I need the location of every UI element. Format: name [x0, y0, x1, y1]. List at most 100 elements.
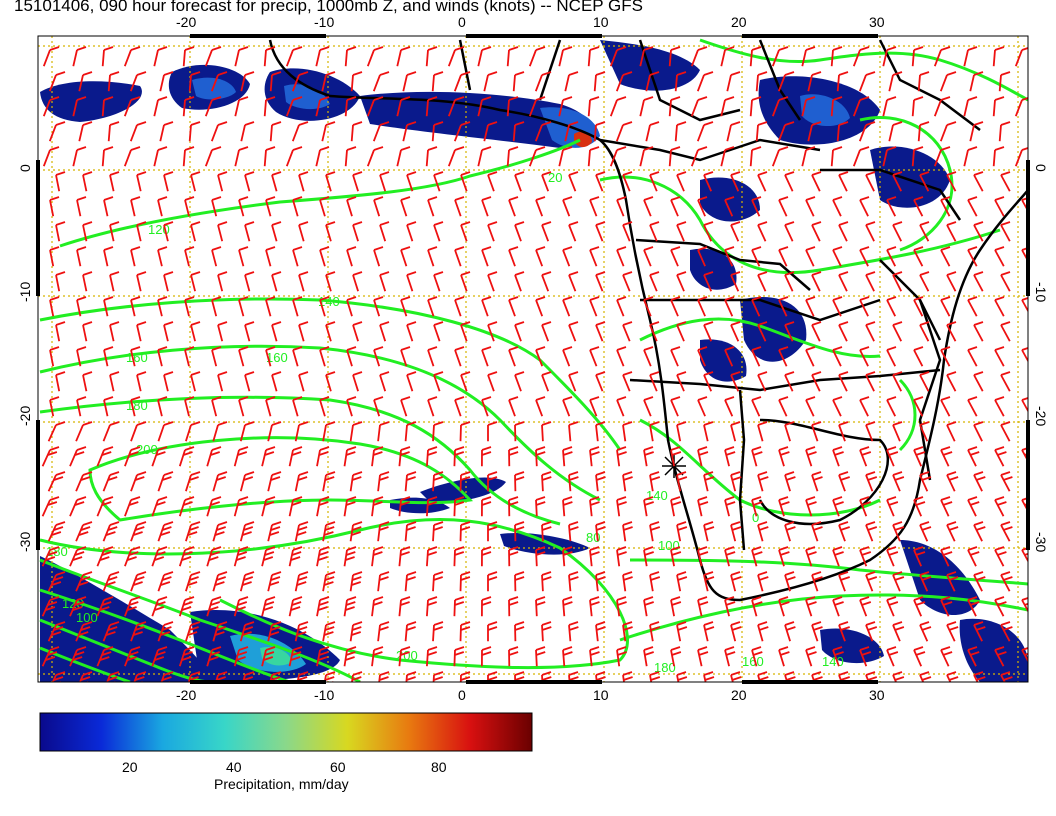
wind-barb: [261, 496, 276, 517]
wind-barb: [130, 346, 141, 367]
wind-barb: [481, 246, 492, 267]
wind-barb: [616, 496, 627, 517]
wind-barb: [973, 371, 984, 392]
wind-barb: [508, 446, 519, 467]
wind-barb: [811, 571, 823, 592]
wind-barb: [153, 46, 168, 67]
wind-barb: [865, 671, 878, 682]
wind-barb: [771, 146, 789, 167]
wind-barb: [184, 296, 195, 317]
wind-barb: [265, 396, 276, 417]
wind-barb: [427, 346, 438, 367]
wind-barb: [349, 521, 363, 542]
wind-barb: [321, 121, 336, 142]
wind-barb: [784, 171, 795, 192]
wind-barb: [994, 496, 1007, 517]
wind-barb: [136, 321, 147, 342]
wind-barb: [940, 196, 951, 217]
wind-barb: [778, 296, 789, 317]
wind-barb: [720, 46, 735, 67]
wind-barb: [886, 546, 899, 567]
wind-barb: [453, 546, 465, 567]
wind-barb: [643, 596, 654, 617]
wind-barb: [371, 646, 384, 667]
wind-barb: [512, 71, 525, 92]
wind-barb: [184, 346, 195, 367]
wind-barb: [859, 596, 872, 617]
wind-barb: [366, 96, 384, 117]
wind-barb: [1021, 647, 1028, 663]
contour-label: 200: [136, 442, 158, 457]
wind-barb: [96, 596, 114, 617]
wind-barb: [157, 196, 168, 217]
wind-barb: [1000, 321, 1011, 342]
wind-barb: [649, 621, 661, 642]
wind-barb: [265, 296, 276, 317]
wind-barb: [352, 371, 363, 392]
wind-barb: [730, 171, 741, 192]
wind-barb: [396, 146, 411, 167]
wind-barb: [349, 571, 363, 592]
wind-barb: [830, 46, 843, 67]
wind-barb: [425, 146, 438, 167]
wind-barb: [271, 321, 282, 342]
wind-barb: [190, 271, 201, 292]
wind-barb: [1000, 521, 1013, 542]
wind-barb: [124, 446, 141, 467]
wind-barb: [892, 271, 903, 292]
wind-barb: [377, 571, 390, 592]
wind-barb: [805, 246, 816, 267]
wind-barb: [919, 271, 930, 292]
wind-barb: [343, 596, 357, 617]
wind-barb: [487, 271, 498, 292]
wind-barb: [244, 271, 255, 292]
wind-barb: [107, 71, 120, 92]
wind-barb: [535, 346, 546, 367]
wind-barb: [994, 596, 1007, 617]
wind-barb: [514, 271, 525, 292]
wind-barb: [319, 246, 330, 267]
precip-area: [192, 77, 236, 100]
wind-barb: [163, 321, 174, 342]
wind-barb: [267, 621, 282, 642]
wind-barb: [453, 446, 465, 467]
wind-barb: [616, 646, 627, 667]
wind-barb: [946, 421, 957, 442]
wind-barb: [690, 46, 708, 67]
wind-barb: [724, 346, 735, 367]
wind-barb: [406, 371, 417, 392]
wind-barb: [730, 271, 741, 292]
wind-barb: [811, 171, 822, 192]
contour-line: [859, 115, 954, 252]
wind-barb: [379, 271, 390, 292]
wind-barb: [622, 171, 633, 192]
wind-barb: [371, 446, 384, 467]
wind-barb: [1021, 297, 1028, 313]
wind-barb: [616, 346, 627, 367]
wind-barb: [562, 596, 573, 617]
wind-barb: [676, 271, 687, 292]
wind-barb: [103, 246, 114, 267]
contour-line: [59, 138, 581, 248]
wind-barb: [919, 521, 932, 542]
wind-barb: [48, 121, 66, 142]
wind-barb: [973, 221, 984, 242]
wind-barb: [676, 321, 687, 342]
wind-barb: [136, 221, 147, 242]
wind-barb: [778, 496, 790, 517]
wind-barb: [911, 46, 924, 67]
wind-barb: [244, 371, 255, 392]
wind-barb: [48, 71, 66, 92]
wind-barb: [267, 421, 282, 442]
wind-barb: [643, 446, 654, 467]
wind-barb: [96, 496, 114, 517]
wind-barb: [352, 171, 363, 192]
wind-barb: [190, 321, 201, 342]
wind-barb: [643, 396, 654, 417]
wind-barb: [534, 121, 552, 142]
wind-barb: [696, 121, 714, 142]
wind-barb: [913, 546, 926, 567]
wind-barb: [946, 571, 959, 592]
wind-barb: [973, 321, 984, 342]
wind-barb: [940, 246, 951, 267]
